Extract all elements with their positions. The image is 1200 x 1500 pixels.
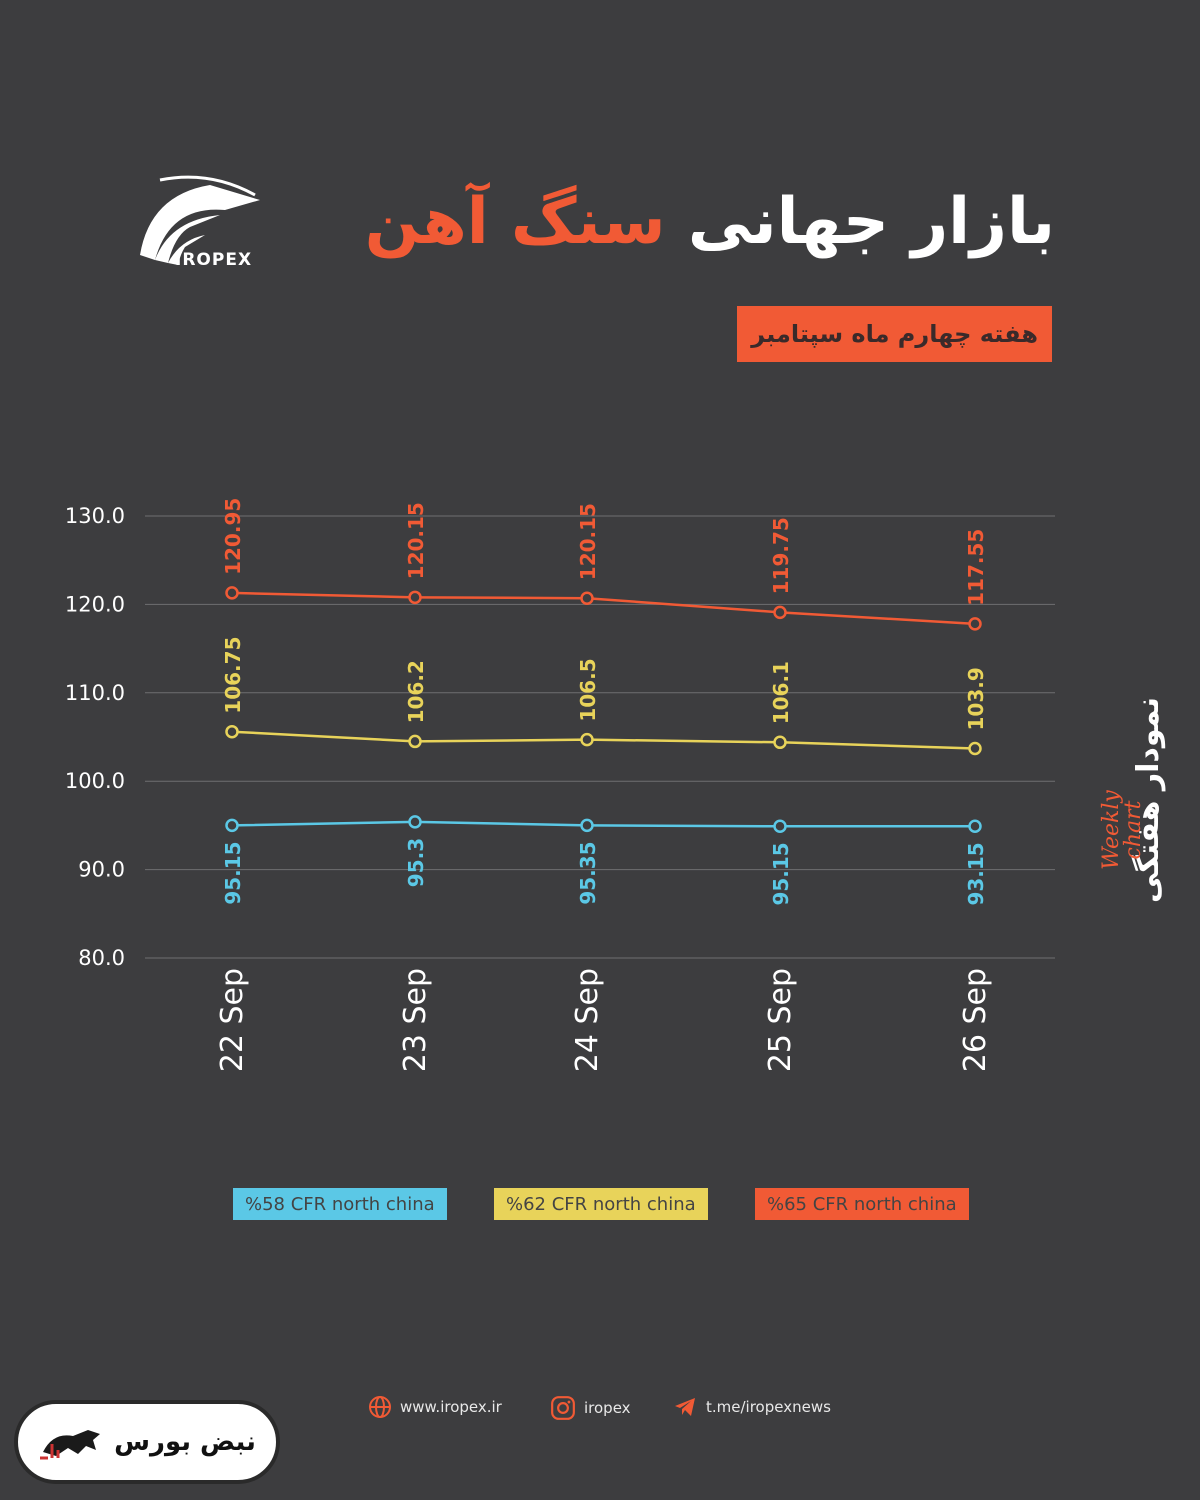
series-line [231,820,975,828]
data-point [773,605,787,620]
y-tick-label: 130.0 [65,504,125,528]
data-point [773,819,787,834]
legend-label-58: %58 CFR north china [245,1193,435,1215]
x-tick-label: 25 Sep [763,968,798,1072]
footer-website[interactable]: www.iropex.ir [368,1395,502,1419]
data-label: 120.15 [404,502,428,579]
side-label-fa: نمودار هفتگی [1130,697,1166,903]
data-point [408,815,422,829]
data-label: 95.15 [221,841,245,904]
subtitle-badge: هفته چهارم ماه سپتامبر [737,306,1052,362]
y-tick-label: 100.0 [65,769,125,793]
data-point [968,819,982,834]
y-tick-label: 90.0 [78,858,125,882]
data-point [408,734,422,749]
data-label: 106.1 [769,661,793,724]
source-badge: نبض بورس [14,1400,280,1484]
series-line [231,730,976,750]
data-point [968,741,982,756]
legend-label-62: %62 CFR north china [506,1193,696,1215]
legend-label-65: %65 CFR north china [767,1193,957,1215]
y-tick-label: 110.0 [65,681,125,705]
footer-instagram[interactable]: iropex [550,1395,631,1421]
telegram-icon [675,1398,695,1416]
y-tick-label: 80.0 [78,946,125,970]
globe-icon [369,1396,391,1418]
subtitle-text: هفته چهارم ماه سپتامبر [751,320,1038,348]
data-label: 119.75 [769,517,793,594]
title-part-1: بازار جهانی [687,185,1055,259]
x-tick-label: 26 Sep [958,968,993,1072]
instagram-text: iropex [584,1399,631,1417]
footer-telegram[interactable]: t.me/iropexnews [672,1395,831,1419]
data-label: 103.9 [964,667,988,730]
bull-icon [40,1430,101,1460]
logo-text: IROPEX [175,250,253,270]
side-label-en-2: chart [1121,800,1146,859]
data-point [225,818,239,833]
page-title: بازار جهانی سنگ آهن [365,185,1055,259]
telegram-text: t.me/iropexnews [706,1398,831,1416]
x-tick-label: 22 Sep [215,968,250,1072]
y-tick-label: 120.0 [65,592,125,616]
instagram-icon [551,1396,575,1420]
badge-text: نبض بورس [114,1427,256,1457]
data-point [968,617,982,631]
side-label: نمودار هفتگی Weekly chart [1099,697,1166,903]
data-label: 95.15 [769,842,793,905]
data-point [225,586,239,600]
data-label: 106.75 [221,637,245,714]
data-point [225,724,239,739]
data-label: 106.2 [404,660,428,723]
line-chart: 80.0 90.0 100.0 110.0 120.0 130.0 22 Sep 23 Sep… [65,498,1055,1072]
iropex-logo [140,175,260,265]
data-label: 106.5 [576,658,600,721]
data-label: 120.15 [576,503,600,580]
x-tick-label: 24 Sep [570,968,605,1072]
data-point [408,590,422,605]
title-part-2: سنگ آهن [364,185,666,259]
data-label: 93.15 [964,842,988,905]
x-tick-label: 23 Sep [398,968,433,1072]
side-label-en-1: Weekly [1099,790,1124,870]
data-label: 120.95 [221,498,245,575]
data-point [580,591,594,605]
data-point [580,818,594,833]
data-point [773,735,787,750]
legend-item-58: %58 CFR north china [233,1188,447,1220]
data-label: 117.55 [964,529,988,606]
data-point [580,732,594,747]
series-line [231,591,976,626]
data-label: 95.35 [576,841,600,904]
legend-item-62: %62 CFR north china [494,1188,708,1220]
legend-item-65: %65 CFR north china [755,1188,969,1220]
data-label: 95.3 [404,838,428,887]
website-text: www.iropex.ir [400,1398,502,1416]
